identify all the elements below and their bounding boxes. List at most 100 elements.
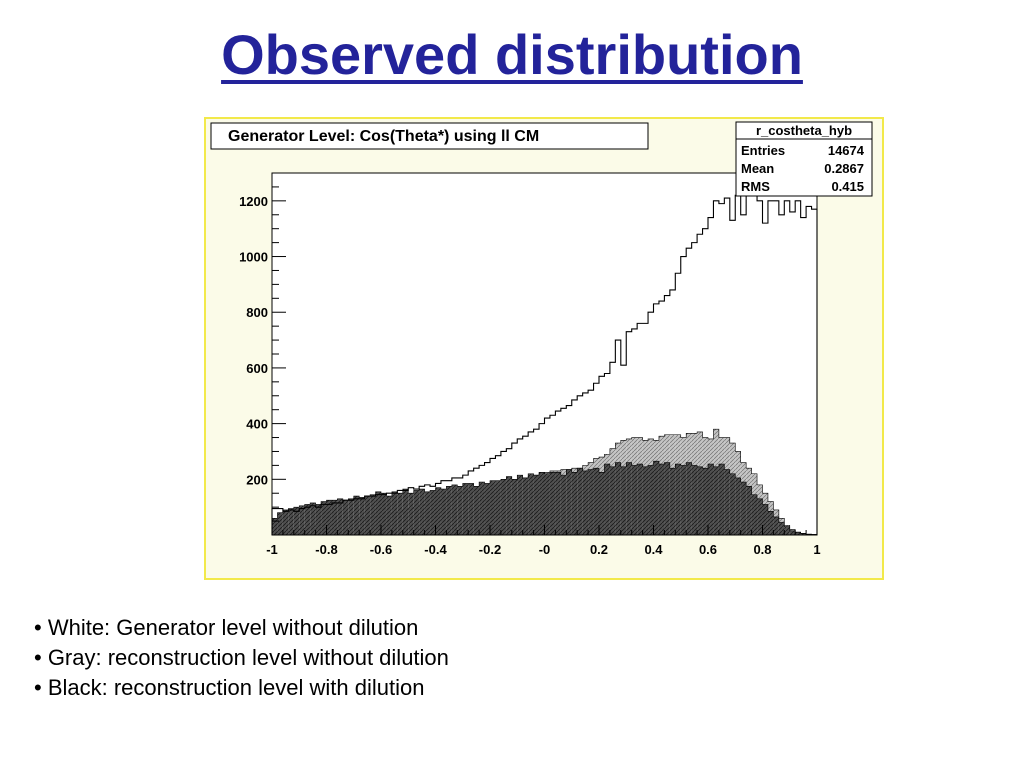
- black-bin: [397, 493, 403, 535]
- black-bin: [288, 508, 294, 535]
- legend-bullets: • White: Generator level without dilutio…: [34, 613, 449, 703]
- black-bin: [642, 466, 649, 535]
- black-bin: [784, 526, 790, 535]
- histogram-chart: -1 -0.8 -0.6 -0.4 -0.2 -0 0.2 0.4 0.6 0.8 12004006…: [210, 121, 873, 557]
- black-bin: [391, 491, 398, 535]
- stats-name: r_costheta_hyb: [756, 123, 852, 138]
- black-bin: [402, 489, 409, 535]
- black-bin: [299, 505, 305, 535]
- black-bin: [419, 489, 425, 535]
- black-bin: [348, 498, 354, 535]
- y-tick-label: 600: [246, 361, 268, 376]
- black-bin: [577, 468, 583, 535]
- x-tick-label: -0.8: [315, 542, 337, 557]
- black-bin: [473, 486, 480, 535]
- x-tick-label: 0.2: [590, 542, 608, 557]
- black-bin: [593, 468, 599, 535]
- black-bin: [789, 530, 796, 535]
- axes-group: -1 -0.8 -0.6 -0.4 -0.2 -0 0.2 0.4 0.6 0.8 12004006…: [239, 172, 821, 557]
- black-bin: [675, 463, 681, 535]
- black-bin: [430, 490, 436, 535]
- black-bin: [353, 496, 360, 535]
- black-bin: [686, 462, 692, 535]
- black-bin: [582, 470, 589, 535]
- black-bin: [408, 493, 414, 535]
- slide-title: Observed distribution: [221, 23, 803, 86]
- black-bin: [767, 511, 774, 535]
- black-bin: [468, 483, 474, 535]
- black-bin: [484, 483, 490, 535]
- title-box: [210, 122, 649, 150]
- black-bin: [370, 494, 376, 535]
- white-series-outline: [271, 172, 818, 535]
- black-bin: [364, 496, 371, 535]
- black-bin: [773, 516, 779, 535]
- black-bin: [762, 504, 768, 535]
- black-bin: [359, 497, 365, 535]
- black-bin: [413, 490, 420, 535]
- black-bin: [544, 473, 550, 535]
- black-bin: [697, 466, 703, 535]
- black-bin: [435, 487, 441, 535]
- black-bin: [272, 518, 278, 535]
- black-bin: [620, 466, 627, 535]
- black-bin: [517, 475, 523, 535]
- black-series-group: [271, 460, 818, 535]
- black-bin: [702, 468, 708, 535]
- black-bin: [713, 466, 719, 535]
- y-tick-label: 200: [246, 472, 268, 487]
- black-bin: [800, 533, 807, 535]
- black-bin: [609, 466, 616, 535]
- black-bin: [604, 463, 610, 535]
- black-bin: [740, 482, 747, 535]
- x-tick-label: -0.4: [424, 542, 447, 557]
- x-tick-label: 0.6: [699, 542, 717, 557]
- x-tick-label: 0.4: [644, 542, 663, 557]
- black-bin: [680, 465, 687, 535]
- black-bin: [457, 486, 463, 535]
- black-bin: [462, 483, 469, 535]
- black-bin: [664, 462, 670, 535]
- black-bin: [506, 476, 512, 535]
- chart-title: Generator Level: Cos(Theta*) using ll CM: [228, 128, 539, 145]
- stats-mean-value: 0.2867: [824, 161, 864, 176]
- black-bin: [522, 477, 529, 535]
- y-tick-label: 1000: [239, 250, 268, 265]
- y-tick-label: 400: [246, 417, 268, 432]
- y-tick-label: 1200: [239, 194, 268, 209]
- black-bin: [533, 475, 540, 535]
- stats-entries-value: 14674: [828, 143, 865, 158]
- black-bin: [571, 472, 578, 535]
- x-tick-label: -0: [539, 542, 551, 557]
- black-bin: [615, 462, 621, 535]
- black-bin: [724, 469, 730, 535]
- black-bin: [566, 469, 572, 535]
- x-tick-label: 0.8: [753, 542, 771, 557]
- black-series-outline: [271, 460, 818, 535]
- stats-mean-label: Mean: [741, 161, 774, 176]
- stats-entries-label: Entries: [741, 143, 785, 158]
- black-bin: [691, 465, 698, 535]
- black-bin: [653, 461, 659, 535]
- black-bin: [342, 500, 349, 535]
- stats-rms-value: 0.415: [831, 179, 864, 194]
- black-bin: [599, 472, 605, 535]
- black-bin: [451, 484, 458, 535]
- y-tick-label: 800: [246, 305, 268, 320]
- black-bin: [718, 463, 725, 535]
- black-bin: [560, 475, 567, 535]
- bullet-white: • White: Generator level without dilutio…: [34, 615, 419, 640]
- black-bin: [795, 532, 801, 535]
- x-tick-label: -0.6: [370, 542, 392, 557]
- black-bin: [315, 504, 322, 535]
- x-tick-label: -0.2: [479, 542, 501, 557]
- black-bin: [446, 486, 452, 535]
- black-bin: [500, 479, 507, 535]
- black-bin: [424, 491, 431, 535]
- black-bin: [331, 500, 338, 535]
- black-bin: [669, 468, 676, 535]
- black-bin: [555, 472, 561, 535]
- black-bin: [708, 463, 714, 535]
- black-bin: [658, 463, 665, 535]
- white-series-group: [271, 172, 818, 535]
